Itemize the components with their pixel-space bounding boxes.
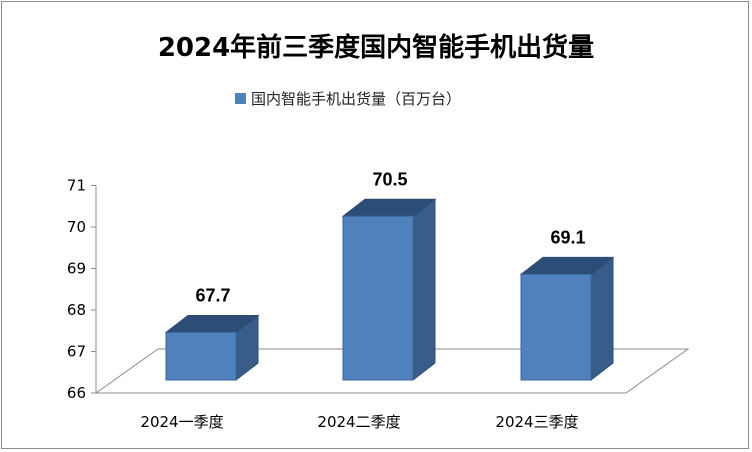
y-tick-label: 66	[67, 384, 86, 402]
chart-floor	[94, 348, 690, 394]
bar-side	[412, 198, 436, 382]
bar	[520, 273, 592, 381]
bars	[164, 198, 615, 382]
y-axis: 66 67 68 69 70 71	[67, 177, 97, 402]
legend: 国内智能手机出货量（百万台）	[235, 90, 461, 108]
floor-plane	[94, 348, 690, 394]
chart-title: 2024年前三季度国内智能手机出货量	[158, 32, 594, 63]
bar	[165, 331, 237, 381]
category-label: 2024三季度	[495, 413, 578, 431]
legend-swatch	[235, 93, 246, 104]
bar-side	[590, 256, 614, 382]
x-axis-labels: 2024一季度 2024二季度 2024三季度	[140, 413, 578, 431]
y-tick-label: 70	[67, 218, 86, 236]
y-tick-label: 67	[67, 343, 86, 361]
y-tick-label: 71	[67, 177, 86, 195]
y-tick-label: 69	[67, 260, 86, 278]
legend-label: 国内智能手机出货量（百万台）	[251, 90, 461, 108]
category-label: 2024一季度	[140, 413, 223, 431]
bar	[342, 215, 414, 381]
y-tick-label: 68	[67, 301, 86, 319]
data-label: 67.7	[195, 285, 230, 305]
category-label: 2024二季度	[317, 413, 400, 431]
data-label: 70.5	[372, 169, 407, 189]
data-label: 69.1	[550, 227, 585, 247]
data-labels: 67.7 70.5 69.1	[195, 169, 585, 305]
